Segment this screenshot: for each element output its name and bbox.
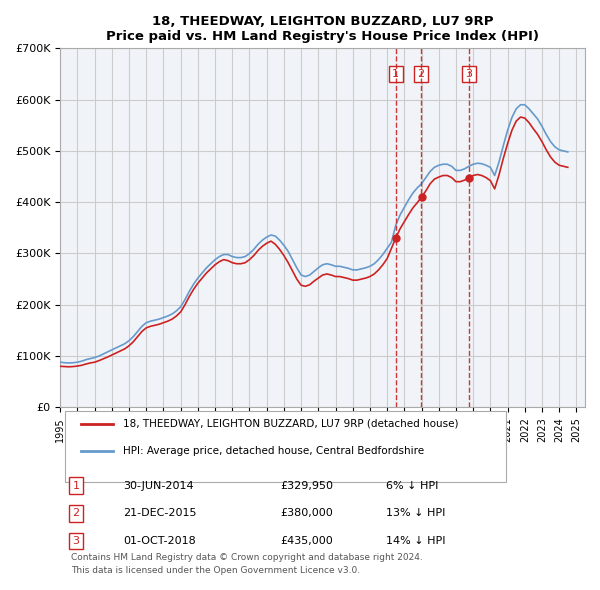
Title: 18, THEEDWAY, LEIGHTON BUZZARD, LU7 9RP
Price paid vs. HM Land Registry's House : 18, THEEDWAY, LEIGHTON BUZZARD, LU7 9RP … <box>106 15 539 43</box>
Text: 2: 2 <box>73 509 80 519</box>
Text: 3: 3 <box>466 69 472 79</box>
Text: HPI: Average price, detached house, Central Bedfordshire: HPI: Average price, detached house, Cent… <box>123 447 424 457</box>
FancyBboxPatch shape <box>65 411 506 483</box>
Text: 30-JUN-2014: 30-JUN-2014 <box>123 481 194 491</box>
Text: 13% ↓ HPI: 13% ↓ HPI <box>386 509 445 519</box>
Text: £435,000: £435,000 <box>281 536 334 546</box>
Text: £380,000: £380,000 <box>281 509 334 519</box>
Text: 2: 2 <box>418 69 425 79</box>
Text: 21-DEC-2015: 21-DEC-2015 <box>123 509 197 519</box>
Text: 3: 3 <box>73 536 79 546</box>
Text: 6% ↓ HPI: 6% ↓ HPI <box>386 481 438 491</box>
Text: Contains HM Land Registry data © Crown copyright and database right 2024.: Contains HM Land Registry data © Crown c… <box>71 553 422 562</box>
Text: 1: 1 <box>392 69 399 79</box>
Text: 18, THEEDWAY, LEIGHTON BUZZARD, LU7 9RP (detached house): 18, THEEDWAY, LEIGHTON BUZZARD, LU7 9RP … <box>123 419 458 429</box>
Text: 14% ↓ HPI: 14% ↓ HPI <box>386 536 445 546</box>
Text: 1: 1 <box>73 481 79 491</box>
Text: This data is licensed under the Open Government Licence v3.0.: This data is licensed under the Open Gov… <box>71 566 360 575</box>
Text: £329,950: £329,950 <box>281 481 334 491</box>
Text: 01-OCT-2018: 01-OCT-2018 <box>123 536 196 546</box>
